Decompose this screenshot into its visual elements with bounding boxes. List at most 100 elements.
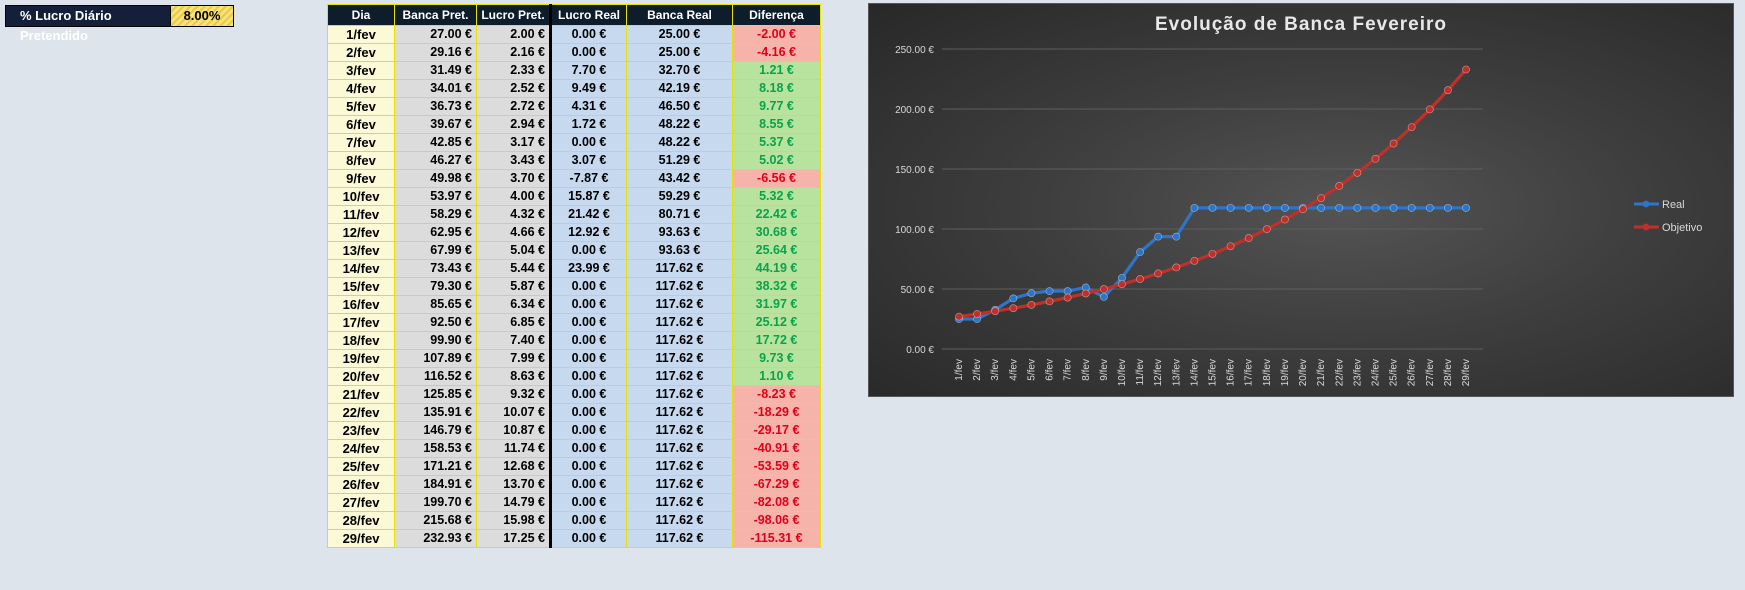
data-point-real[interactable] (1353, 203, 1362, 212)
cell-dia[interactable]: 3/fev (327, 61, 395, 80)
cell-diferenca[interactable]: 44.19 € (732, 259, 821, 278)
data-point-real[interactable] (1063, 287, 1072, 296)
cell-banca-real[interactable]: 117.62 € (626, 493, 733, 512)
cell-lucro-real[interactable]: 23.99 € (549, 259, 627, 278)
cell-banca-real[interactable]: 117.62 € (626, 475, 733, 494)
cell-dia[interactable]: 11/fev (327, 205, 395, 224)
data-point-real[interactable] (1099, 292, 1108, 301)
cell-banca-pret[interactable]: 79.30 € (394, 277, 477, 296)
data-point-real[interactable] (1407, 203, 1416, 212)
cell-diferenca[interactable]: 31.97 € (732, 295, 821, 314)
cell-dia[interactable]: 20/fev (327, 367, 395, 386)
data-point-objetivo[interactable] (1081, 289, 1090, 298)
cell-banca-pret[interactable]: 36.73 € (394, 97, 477, 116)
header-lucro-real[interactable]: Lucro Real (549, 4, 627, 26)
cell-dia[interactable]: 21/fev (327, 385, 395, 404)
cell-banca-pret[interactable]: 73.43 € (394, 259, 477, 278)
cell-diferenca[interactable]: -4.16 € (732, 43, 821, 62)
cell-banca-real[interactable]: 93.63 € (626, 223, 733, 242)
cell-lucro-pret[interactable]: 5.87 € (476, 277, 551, 296)
cell-banca-real[interactable]: 117.62 € (626, 439, 733, 458)
data-point-objetivo[interactable] (1353, 168, 1362, 177)
cell-banca-pret[interactable]: 107.89 € (394, 349, 477, 368)
data-point-real[interactable] (1462, 203, 1470, 212)
data-point-real[interactable] (1371, 203, 1380, 212)
cell-banca-real[interactable]: 117.62 € (626, 313, 733, 332)
cell-lucro-pret[interactable]: 4.32 € (476, 205, 551, 224)
cell-lucro-real[interactable]: 0.00 € (549, 295, 627, 314)
cell-banca-pret[interactable]: 135.91 € (394, 403, 477, 422)
cell-lucro-pret[interactable]: 9.32 € (476, 385, 551, 404)
data-point-objetivo[interactable] (1118, 280, 1126, 289)
cell-banca-real[interactable]: 117.62 € (626, 529, 733, 548)
data-point-objetivo[interactable] (1425, 105, 1434, 114)
data-point-real[interactable] (1190, 203, 1199, 212)
cell-lucro-pret[interactable]: 10.07 € (476, 403, 551, 422)
data-point-objetivo[interactable] (1045, 297, 1054, 306)
cell-banca-real[interactable]: 80.71 € (626, 205, 733, 224)
data-point-objetivo[interactable] (1208, 249, 1217, 258)
cell-lucro-real[interactable]: 0.00 € (549, 439, 627, 458)
cell-lucro-pret[interactable]: 2.00 € (476, 25, 551, 44)
cell-banca-pret[interactable]: 42.85 € (394, 133, 477, 152)
cell-dia[interactable]: 6/fev (327, 115, 395, 134)
cell-dia[interactable]: 24/fev (327, 439, 395, 458)
cell-lucro-real[interactable]: 0.00 € (549, 241, 627, 260)
data-point-real[interactable] (1226, 203, 1235, 212)
cell-banca-pret[interactable]: 158.53 € (394, 439, 477, 458)
profit-target-value-cell[interactable]: 8.00% (170, 6, 233, 26)
cell-diferenca[interactable]: -115.31 € (732, 529, 821, 548)
cell-lucro-real[interactable]: 12.92 € (549, 223, 627, 242)
cell-diferenca[interactable]: -2.00 € (732, 25, 821, 44)
data-point-objetivo[interactable] (1407, 123, 1416, 132)
cell-diferenca[interactable]: -53.59 € (732, 457, 821, 476)
cell-banca-pret[interactable]: 46.27 € (394, 151, 477, 170)
cell-lucro-pret[interactable]: 5.44 € (476, 259, 551, 278)
cell-banca-pret[interactable]: 199.70 € (394, 493, 477, 512)
data-point-objetivo[interactable] (1335, 182, 1344, 190)
data-point-real[interactable] (1389, 203, 1398, 212)
cell-lucro-real[interactable]: -7.87 € (549, 169, 627, 188)
cell-diferenca[interactable]: 9.77 € (732, 97, 821, 116)
data-point-real[interactable] (1136, 248, 1144, 257)
cell-banca-real[interactable]: 117.62 € (626, 403, 733, 422)
data-point-objetivo[interactable] (1172, 263, 1181, 272)
cell-dia[interactable]: 29/fev (327, 529, 395, 548)
cell-lucro-real[interactable]: 1.72 € (549, 115, 627, 134)
cell-lucro-pret[interactable]: 2.33 € (476, 61, 551, 80)
data-point-objetivo[interactable] (1371, 154, 1380, 163)
cell-dia[interactable]: 4/fev (327, 79, 395, 98)
data-point-real[interactable] (1154, 232, 1163, 241)
cell-dia[interactable]: 12/fev (327, 223, 395, 242)
cell-lucro-real[interactable]: 0.00 € (549, 277, 627, 296)
cell-diferenca[interactable]: -8.23 € (732, 385, 821, 404)
data-point-objetivo[interactable] (1063, 293, 1072, 302)
cell-banca-real[interactable]: 117.62 € (626, 295, 733, 314)
cell-lucro-pret[interactable]: 7.99 € (476, 349, 551, 368)
cell-banca-real[interactable]: 48.22 € (626, 133, 733, 152)
cell-lucro-pret[interactable]: 6.34 € (476, 295, 551, 314)
data-point-real[interactable] (1425, 203, 1434, 212)
cell-lucro-pret[interactable]: 7.40 € (476, 331, 551, 350)
cell-diferenca[interactable]: 25.64 € (732, 241, 821, 260)
cell-lucro-pret[interactable]: 11.74 € (476, 439, 551, 458)
cell-dia[interactable]: 23/fev (327, 421, 395, 440)
cell-lucro-pret[interactable]: 12.68 € (476, 457, 551, 476)
data-point-objetivo[interactable] (1317, 194, 1326, 202)
cell-lucro-real[interactable]: 0.00 € (549, 385, 627, 404)
cell-lucro-real[interactable]: 0.00 € (549, 367, 627, 386)
cell-lucro-pret[interactable]: 10.87 € (476, 421, 551, 440)
cell-dia[interactable]: 5/fev (327, 97, 395, 116)
cell-lucro-real[interactable]: 0.00 € (549, 475, 627, 494)
cell-lucro-real[interactable]: 0.00 € (549, 529, 627, 548)
data-point-objetivo[interactable] (1244, 234, 1253, 242)
data-point-real[interactable] (1172, 232, 1181, 241)
data-point-real[interactable] (1045, 287, 1054, 296)
data-point-objetivo[interactable] (1299, 205, 1307, 214)
cell-banca-pret[interactable]: 34.01 € (394, 79, 477, 98)
cell-banca-real[interactable]: 25.00 € (626, 43, 733, 62)
data-point-objetivo[interactable] (1027, 301, 1036, 309)
header-diferenca[interactable]: Diferença (732, 4, 821, 26)
cell-banca-real[interactable]: 117.62 € (626, 457, 733, 476)
cell-lucro-real[interactable]: 3.07 € (549, 151, 627, 170)
